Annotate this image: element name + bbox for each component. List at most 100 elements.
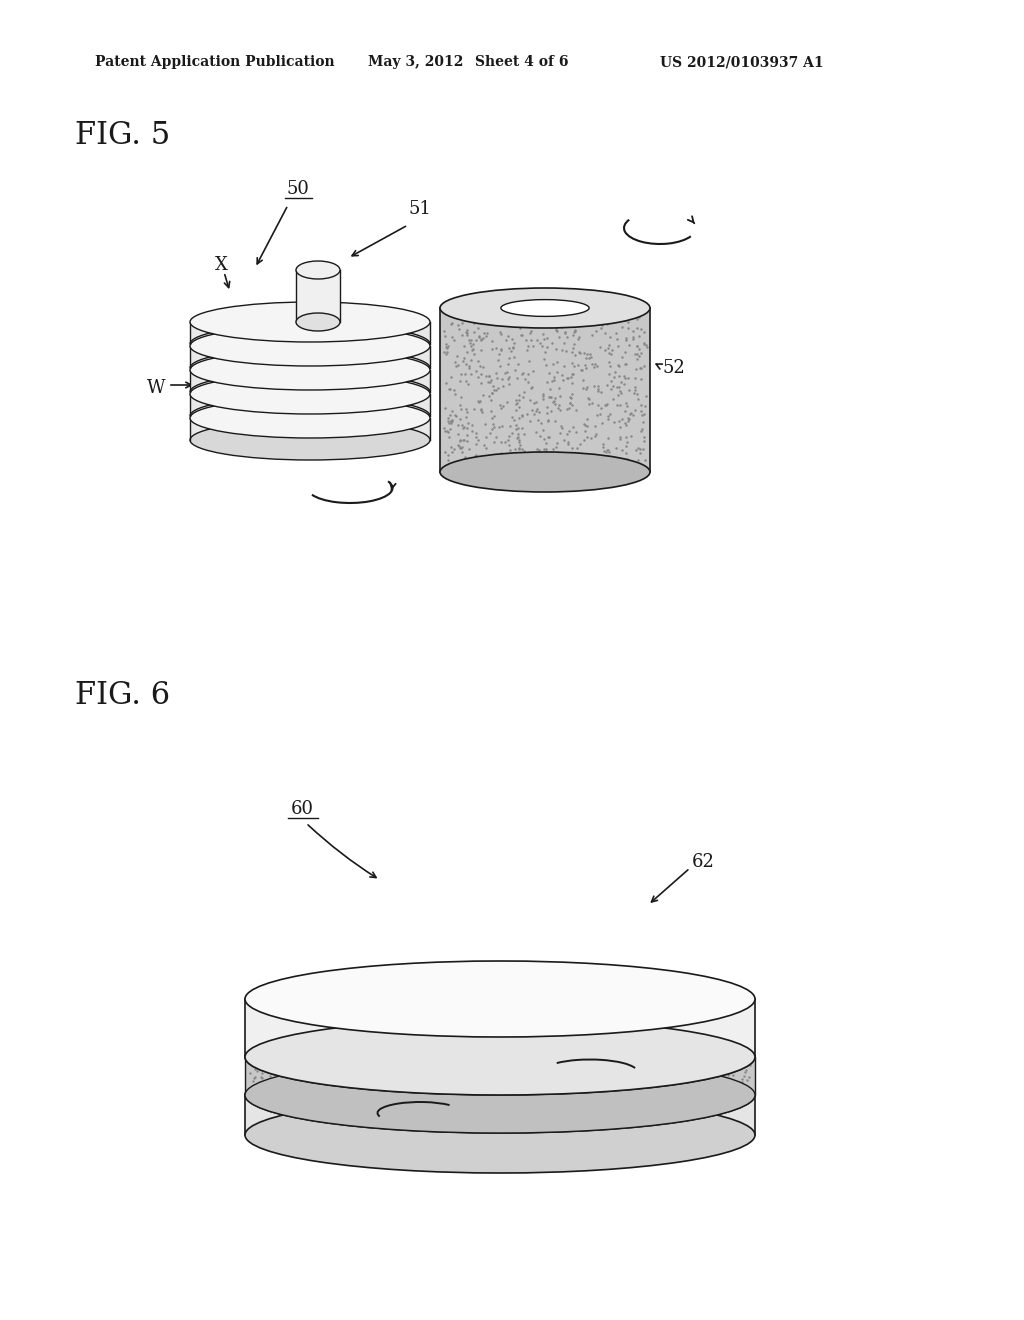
Point [400,1056,417,1077]
Point [317,1051,334,1072]
Point [564,372,581,393]
Point [247,1067,263,1088]
Point [323,1072,339,1093]
Point [610,1049,627,1071]
Point [536,420,552,441]
Point [545,392,561,413]
Point [470,317,486,338]
Point [625,1082,641,1104]
Point [553,1063,569,1084]
Point [394,1053,411,1074]
Point [528,438,545,459]
Ellipse shape [447,1056,463,1061]
Point [486,405,503,426]
Point [490,343,507,364]
Point [582,1051,598,1072]
Point [627,400,643,421]
Point [574,378,591,399]
Point [286,1067,302,1088]
Point [551,1074,567,1096]
Point [590,1080,606,1101]
Point [437,337,454,358]
Point [604,339,621,360]
Point [566,305,583,326]
Point [362,1061,379,1082]
Point [344,1063,360,1084]
Point [245,1071,261,1092]
Polygon shape [190,346,430,368]
Point [315,1065,332,1086]
Point [634,404,650,425]
Point [603,447,620,469]
Point [538,1078,554,1100]
Point [390,1057,407,1078]
Point [511,317,527,338]
Point [721,1061,737,1082]
Point [436,441,453,462]
Point [516,381,532,403]
Point [473,399,489,420]
Point [487,426,504,447]
Point [522,1053,539,1074]
Point [586,375,602,396]
Ellipse shape [627,1056,643,1061]
Point [622,1067,638,1088]
Point [452,305,468,326]
Point [523,319,540,341]
Point [605,412,622,433]
Point [734,1069,751,1090]
Point [547,388,563,409]
Point [583,1059,599,1080]
Point [566,319,583,341]
Point [656,1052,673,1073]
Point [517,368,534,389]
Point [618,454,635,475]
Point [545,354,561,375]
Point [615,374,632,395]
Point [314,1067,331,1088]
Point [464,421,480,442]
Point [438,338,455,359]
Point [567,1072,584,1093]
Point [738,1076,755,1097]
Point [443,437,460,458]
Point [626,305,642,326]
Point [581,393,597,414]
Polygon shape [190,322,430,345]
Point [601,343,617,364]
Point [554,317,570,338]
Point [307,1052,324,1073]
Point [562,1080,579,1101]
Point [586,356,602,378]
Point [562,387,579,408]
Point [565,364,582,385]
Point [577,314,593,335]
Point [678,1072,694,1093]
Point [453,430,469,451]
Point [257,1052,273,1073]
Point [522,446,539,467]
Point [482,1060,499,1081]
Point [679,1053,695,1074]
Point [511,396,527,417]
Point [559,434,575,455]
Point [493,1080,509,1101]
Point [495,416,511,437]
Point [686,1068,702,1089]
Point [440,411,457,432]
Point [440,450,457,471]
Point [438,1049,455,1071]
Point [548,437,564,458]
Point [613,317,630,338]
Point [442,313,459,334]
Point [437,420,454,441]
Polygon shape [190,418,430,440]
Point [461,1081,477,1102]
Point [273,1053,290,1074]
Point [438,372,455,393]
Point [259,1049,275,1071]
Point [453,437,469,458]
Point [518,329,535,350]
Text: 51: 51 [408,201,431,218]
Point [243,1051,259,1072]
